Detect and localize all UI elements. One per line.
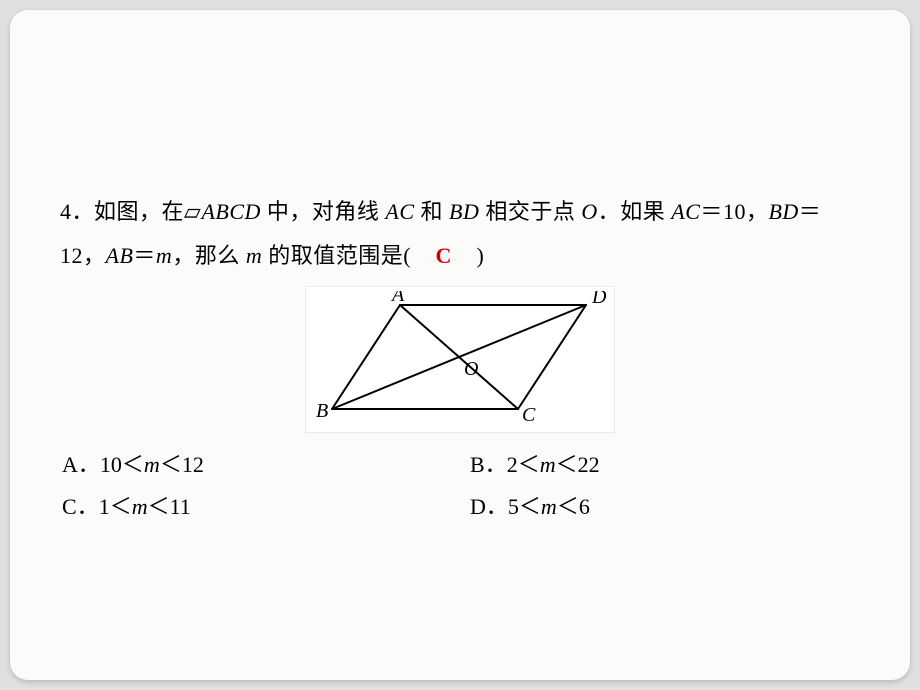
option-B: B．2＜m＜22: [470, 447, 858, 479]
question-text: 4．如图，在▱ABCD 中，对角线 AC 和 BD 相交于点 O．如果 AC＝1…: [60, 190, 860, 278]
option-D: D．5＜m＜6: [470, 489, 858, 521]
q-number: 4: [60, 199, 72, 224]
figure-container: A D B C O: [60, 286, 860, 433]
parallelogram-figure: A D B C O: [305, 286, 615, 433]
figure-svg: A D B C O: [310, 291, 610, 423]
parallelogram-symbol: ▱: [184, 188, 201, 236]
svg-text:D: D: [591, 291, 607, 308]
options-grid: A．10＜m＜12 B．2＜m＜22 C．1＜m＜11 D．5＜m＜6: [60, 443, 860, 521]
option-C: C．1＜m＜11: [62, 489, 450, 521]
answer-marker: C: [434, 243, 454, 268]
svg-text:C: C: [522, 404, 536, 423]
svg-text:O: O: [464, 358, 478, 380]
option-A: A．10＜m＜12: [62, 447, 450, 479]
slide-card: 4．如图，在▱ABCD 中，对角线 AC 和 BD 相交于点 O．如果 AC＝1…: [10, 10, 910, 680]
svg-text:B: B: [316, 400, 328, 422]
svg-text:A: A: [390, 291, 405, 306]
